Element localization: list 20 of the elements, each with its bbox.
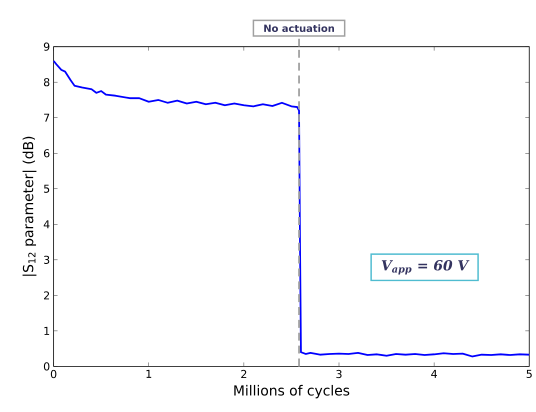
- y-tick-label: 5: [44, 184, 50, 193]
- y-tick-label: 8: [44, 78, 50, 86]
- y-tick-label: 0: [44, 362, 50, 370]
- y-tick-label: 1: [44, 326, 50, 335]
- y-axis-title: |S$_{12}$ parameter| (dB): [22, 136, 36, 276]
- y-tick-label: 7: [44, 114, 50, 122]
- x-axis-title: Millions of cycles: [234, 384, 350, 398]
- y-tick-label: 3: [44, 256, 50, 264]
- y-tick-label: 4: [44, 220, 50, 228]
- y-tick-label: 9: [44, 42, 50, 51]
- y-tick-label: 2: [44, 291, 50, 300]
- y-tick-label: 6: [44, 149, 50, 158]
- ref-line-label: No actuation: [264, 24, 334, 32]
- x-tick-label: 2: [241, 370, 246, 378]
- x-tick-label: 5: [526, 370, 532, 378]
- x-tick-label: 4: [431, 370, 437, 378]
- annotation: V$_{app}$ = 60 V: [382, 260, 470, 274]
- x-tick-label: 0: [50, 370, 56, 378]
- x-tick-label: 3: [336, 370, 342, 378]
- x-tick-label: 1: [146, 370, 152, 378]
